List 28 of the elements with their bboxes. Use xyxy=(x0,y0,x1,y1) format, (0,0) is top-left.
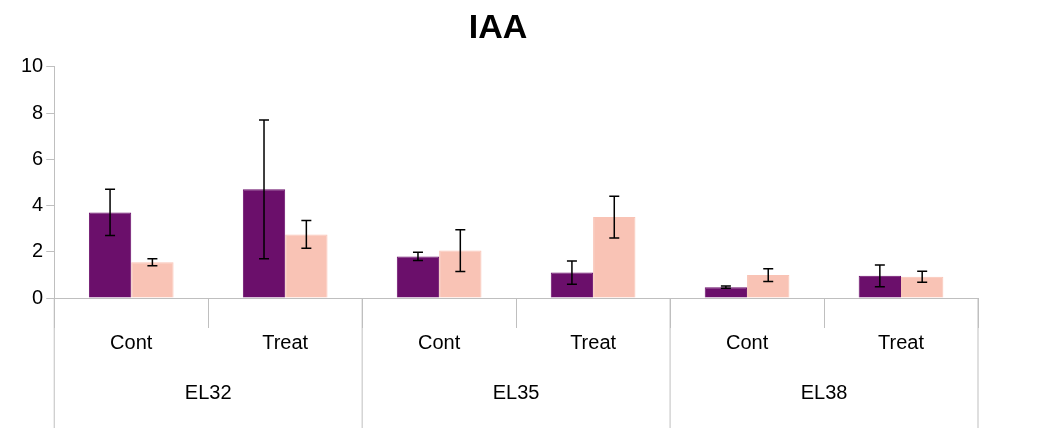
x-tick-label: Cont xyxy=(418,330,461,353)
text: EL35 xyxy=(492,380,540,403)
y-tick-label: 10 xyxy=(21,54,44,77)
bar xyxy=(88,212,132,298)
x-tick-label: Treat xyxy=(570,330,617,353)
bar xyxy=(747,275,790,298)
y-tick-label: 2 xyxy=(32,239,44,262)
bar xyxy=(242,189,286,298)
x-tick-label: Cont xyxy=(110,330,153,353)
bar xyxy=(593,217,636,298)
chart-title: IAA xyxy=(468,6,528,45)
bar xyxy=(858,275,902,298)
bar xyxy=(131,262,174,298)
bar xyxy=(285,234,328,298)
x-tick-label: Treat xyxy=(878,330,925,353)
bar xyxy=(901,276,944,298)
text: EL32 xyxy=(184,380,232,403)
bar xyxy=(439,250,482,298)
y-tick-label: 8 xyxy=(32,100,44,123)
bar xyxy=(704,287,748,298)
y-tick-label: 0 xyxy=(32,285,44,308)
x-tick-label: Cont xyxy=(725,330,769,353)
y-tick-label: 6 xyxy=(32,146,44,169)
x-tick-label: Treat xyxy=(262,330,309,353)
bar xyxy=(550,272,594,298)
text: EL38 xyxy=(800,380,848,403)
y-tick-label: 4 xyxy=(32,193,44,216)
bar xyxy=(396,256,440,298)
